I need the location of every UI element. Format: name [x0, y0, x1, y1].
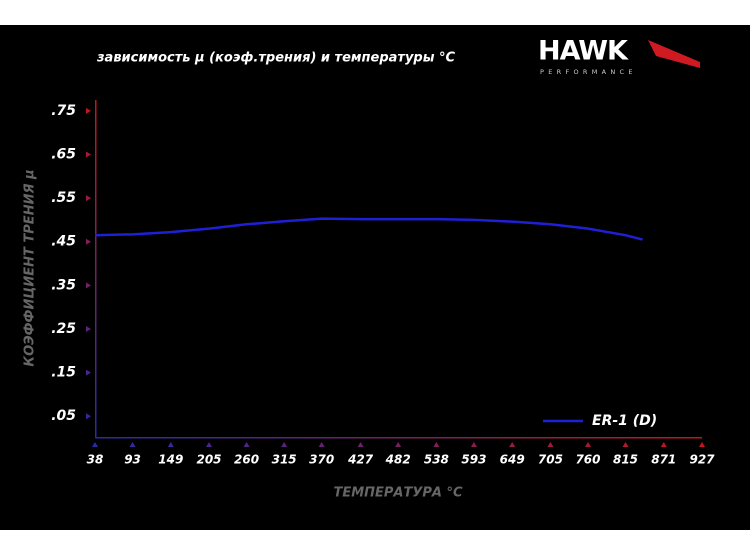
x-tick-mark [357, 442, 364, 447]
x-tick-mark [622, 442, 629, 447]
y-tick-label: .65 [51, 147, 76, 163]
x-tick-label: 927 [689, 453, 715, 467]
x-tick-label: 705 [538, 453, 563, 467]
x-tick-label: 38 [87, 453, 104, 467]
x-tick-label: 93 [124, 453, 141, 467]
x-tick-mark [206, 442, 213, 447]
x-tick-label: 649 [500, 453, 525, 467]
x-tick-mark [318, 442, 325, 447]
brand-wing [648, 40, 700, 68]
y-tick-mark [86, 151, 91, 158]
brand-subtitle: PERFORMANCE [540, 68, 637, 76]
x-tick-mark [509, 442, 516, 447]
chart-title: зависимость μ (коэф.трения) и температур… [96, 51, 455, 66]
x-tick-label: 427 [347, 453, 374, 467]
x-tick-mark [92, 442, 98, 447]
y-tick-label: .75 [51, 103, 76, 119]
y-tick-mark [86, 107, 91, 114]
x-tick-mark [281, 442, 288, 447]
x-tick-mark [167, 442, 174, 447]
x-axis-label: ТЕМПЕРАТУРА °C [333, 486, 463, 501]
x-tick-mark [470, 442, 477, 447]
data-line [94, 217, 643, 241]
y-tick-label: .05 [51, 408, 76, 424]
x-tick-mark [699, 442, 705, 447]
x-tick-mark [584, 442, 591, 447]
x-tick-label: 871 [651, 453, 676, 467]
x-tick-label: 315 [272, 453, 297, 467]
y-axis [95, 100, 97, 438]
y-tick-label: .25 [51, 321, 76, 337]
y-tick-mark [86, 282, 91, 289]
y-tick-label: .15 [51, 365, 76, 381]
y-tick-mark [86, 238, 91, 245]
y-tick-label: .45 [51, 234, 76, 250]
x-tick-label: 370 [309, 453, 334, 467]
brand: HAWK [538, 36, 629, 67]
x-tick-label: 149 [158, 453, 183, 467]
x-tick-label: 760 [575, 453, 600, 467]
x-tick-mark [243, 442, 250, 447]
x-tick-mark [395, 442, 402, 447]
y-tick-label: .35 [51, 277, 76, 293]
x-tick-label: 538 [424, 453, 449, 467]
x-tick-mark [433, 442, 440, 447]
x-axis [95, 437, 702, 439]
x-tick-mark [547, 442, 554, 447]
y-axis-label: КОЭФФИЦИЕНТ ТРЕНИЯ μ [23, 169, 38, 366]
x-tick-label: 205 [196, 453, 221, 467]
x-tick-label: 260 [234, 453, 259, 467]
y-tick-mark [86, 369, 91, 376]
y-tick-label: .55 [51, 190, 76, 206]
x-tick-label: 482 [385, 453, 411, 467]
x-tick-label: 593 [461, 453, 486, 467]
y-tick-mark [86, 413, 91, 420]
y-tick-mark [86, 325, 91, 332]
legend-label: ER-1 (D) [592, 413, 657, 429]
x-tick-mark [129, 442, 136, 447]
y-tick-mark [86, 195, 91, 202]
x-tick-mark [660, 442, 667, 447]
x-tick-label: 815 [613, 453, 638, 467]
